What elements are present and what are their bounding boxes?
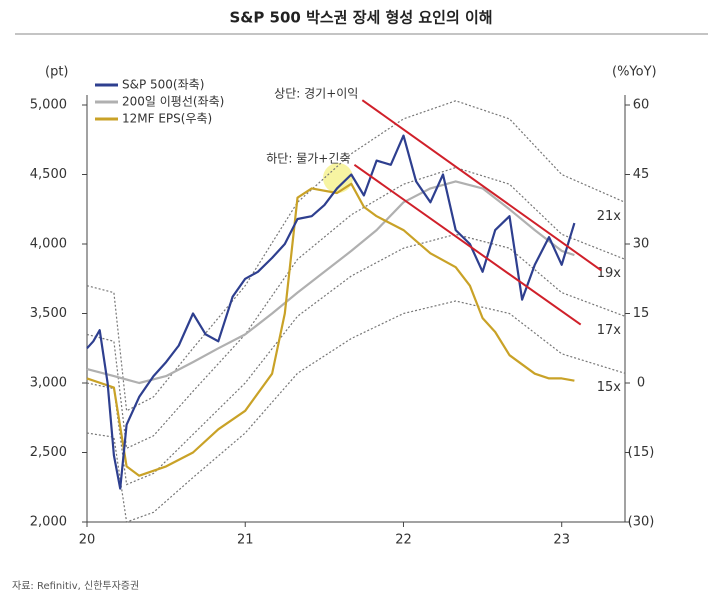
x-tick-label: 20 — [79, 533, 96, 548]
trend-line — [361, 99, 602, 272]
series-line — [86, 180, 575, 385]
annotation-text: 하단: 물가+긴축 — [266, 151, 350, 165]
pe-band-line — [86, 233, 626, 486]
pe-band-label: 21x — [597, 209, 622, 224]
y-tick-label: 5,000 — [30, 98, 67, 113]
y-tick-label: 2,500 — [30, 445, 67, 460]
chart-title: S&P 500 박스권 장세 형성 요인의 이해 — [229, 9, 492, 27]
pe-band-line — [86, 166, 626, 450]
y2-tick-label: 30 — [633, 237, 650, 252]
y-tick-label: 3,500 — [30, 306, 67, 321]
x-tick-label: 23 — [553, 533, 570, 548]
y2-tick-label: 45 — [633, 167, 650, 182]
y-tick-label: 3,000 — [30, 376, 67, 391]
pe-band-line — [86, 300, 626, 523]
pe-band-label: 19x — [597, 266, 622, 281]
trend-line — [353, 163, 582, 326]
y2-tick-label: 60 — [633, 98, 650, 113]
y-tick-label: 2,000 — [30, 515, 67, 530]
series-line — [86, 182, 575, 477]
y2-tick-label: (30) — [628, 515, 655, 530]
y2-tick-label: 15 — [633, 306, 650, 321]
y-tick-label: 4,500 — [30, 167, 67, 182]
y2-tick-label: (15) — [628, 445, 655, 460]
y-tick-label: 4,000 — [30, 237, 67, 252]
y2-axis-label: (%YoY) — [612, 65, 657, 80]
source: 자료: Refinitiv, 신한투자증권 — [12, 580, 139, 592]
legend-label: 12MF EPS(우축) — [122, 112, 212, 126]
annotation-text: 상단: 경기+이익 — [274, 87, 358, 101]
y-axis-label: (pt) — [45, 65, 69, 80]
pe-band-label: 17x — [597, 323, 622, 338]
legend-label: 200일 이평선(좌축) — [122, 95, 224, 109]
x-tick-label: 21 — [237, 533, 254, 548]
x-tick-label: 22 — [395, 533, 412, 548]
pe-band-label: 15x — [597, 380, 622, 395]
y2-tick-label: 0 — [637, 376, 645, 391]
legend-label: S&P 500(좌축) — [122, 78, 204, 92]
highlight — [323, 163, 353, 193]
